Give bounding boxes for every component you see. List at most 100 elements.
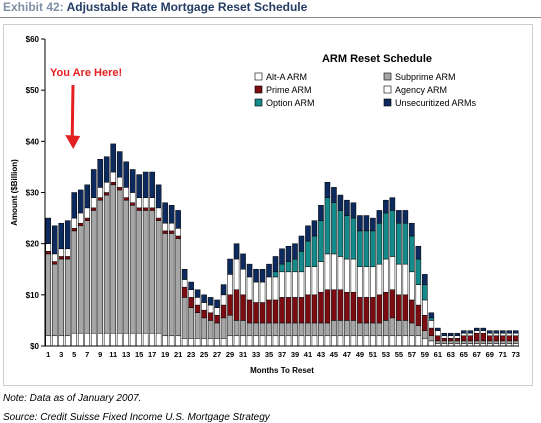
bar-segment xyxy=(45,217,52,244)
bar-segment xyxy=(58,222,65,250)
bar-segment xyxy=(486,335,493,342)
exhibit-title: Exhibit 42: Adjustable Rate Mortgage Res… xyxy=(3,0,307,14)
bar-segment xyxy=(266,276,272,301)
bar-segment xyxy=(305,240,311,267)
bar-segment xyxy=(285,261,292,273)
bar-segment xyxy=(454,335,461,339)
bar-segment xyxy=(493,340,500,344)
bar-segment xyxy=(279,322,285,337)
bar-segment xyxy=(136,207,142,211)
x-tick-label: 69 xyxy=(486,350,494,359)
bar-segment xyxy=(461,335,467,342)
bar-segment xyxy=(402,210,409,224)
bar-segment xyxy=(220,338,227,347)
bar-segment xyxy=(506,332,513,337)
bar-segment xyxy=(337,289,344,321)
bar-segment xyxy=(389,289,396,319)
bar-segment xyxy=(480,330,487,334)
x-tick-label: 25 xyxy=(200,350,208,359)
bar-segment xyxy=(285,335,292,347)
y-tick-label: $10 xyxy=(26,291,40,300)
bar-segment xyxy=(58,335,65,347)
bar-segment xyxy=(155,184,162,209)
bar-segment xyxy=(110,143,116,173)
bar-segment xyxy=(201,317,207,339)
bar-segment xyxy=(103,192,110,196)
bar-segment xyxy=(259,281,266,303)
bar-segment xyxy=(272,299,279,324)
bar-segment xyxy=(331,289,337,321)
x-tick-label: 49 xyxy=(356,350,364,359)
bar-segment xyxy=(51,225,58,255)
bar-segment xyxy=(422,299,428,316)
bar-segment xyxy=(357,266,363,298)
x-tick-label: 27 xyxy=(213,350,221,359)
y-tick-label: $0 xyxy=(30,342,39,351)
x-tick-label: 1 xyxy=(46,350,50,359)
bar-segment xyxy=(396,320,402,337)
bar-segment xyxy=(409,235,415,273)
bar-segment xyxy=(344,292,350,321)
bar-segment xyxy=(402,320,409,337)
bar-segment xyxy=(337,210,344,257)
bar-segment xyxy=(136,174,142,198)
bar-segment xyxy=(337,256,344,290)
bar-segment xyxy=(129,332,136,347)
bar-segment xyxy=(129,202,136,206)
bar-segment xyxy=(51,261,58,265)
bar-segment xyxy=(272,276,279,301)
bar-segment xyxy=(370,230,376,267)
bar-segment xyxy=(188,289,194,298)
bar-segment xyxy=(142,197,149,209)
bar-segment xyxy=(279,335,285,347)
bar-segment xyxy=(474,340,480,344)
bar-segment xyxy=(389,197,396,211)
bar-segment xyxy=(259,269,266,283)
bar-segment xyxy=(181,286,188,298)
bar-segment xyxy=(292,335,298,347)
bar-segment xyxy=(149,332,155,347)
bar-segment xyxy=(480,332,487,342)
arm-reset-chart: $0$10$20$30$40$50$601 3 5 7 9 11 13 15 17 19 21 23 2… xyxy=(10,35,520,375)
bar-segment xyxy=(428,340,435,347)
bar-segment xyxy=(292,271,298,298)
bar-segment xyxy=(253,335,259,347)
bar-segment xyxy=(486,332,493,337)
bar-segment xyxy=(103,182,110,193)
x-tick-label: 11 xyxy=(109,350,117,359)
bar-segment xyxy=(506,330,513,334)
bar-segment xyxy=(51,253,58,262)
bar-segment xyxy=(448,332,454,337)
bar-segment xyxy=(454,338,461,342)
x-tick-label: 5 xyxy=(72,350,76,359)
bar-segment xyxy=(194,289,201,298)
bar-segment xyxy=(233,289,240,321)
bar-segment xyxy=(357,322,363,337)
bar-segment xyxy=(396,294,402,321)
bar-segment xyxy=(253,269,259,283)
bar-segment xyxy=(298,235,305,252)
bar-segment xyxy=(58,256,65,260)
x-tick-label: 37 xyxy=(278,350,286,359)
bar-segment xyxy=(175,228,181,237)
bar-segment xyxy=(370,266,376,298)
bar-segment xyxy=(77,222,84,227)
bar-segment xyxy=(71,230,78,334)
bar-segment xyxy=(233,243,240,260)
x-tick-label: 29 xyxy=(226,350,234,359)
bar-segment xyxy=(454,340,461,344)
bar-segment xyxy=(318,205,324,221)
bar-segment xyxy=(168,205,175,224)
bar-segment xyxy=(116,332,123,347)
bar-segment xyxy=(389,210,396,257)
bar-segment xyxy=(201,294,207,303)
bar-segment xyxy=(493,330,500,334)
bar-segment xyxy=(64,248,71,257)
bar-segment xyxy=(201,302,207,311)
bar-segment xyxy=(168,335,175,347)
bar-segment xyxy=(64,258,71,337)
x-tick-label: 65 xyxy=(460,350,468,359)
bar-segment xyxy=(305,266,311,296)
bar-segment xyxy=(389,335,396,347)
bar-segment xyxy=(350,320,357,337)
